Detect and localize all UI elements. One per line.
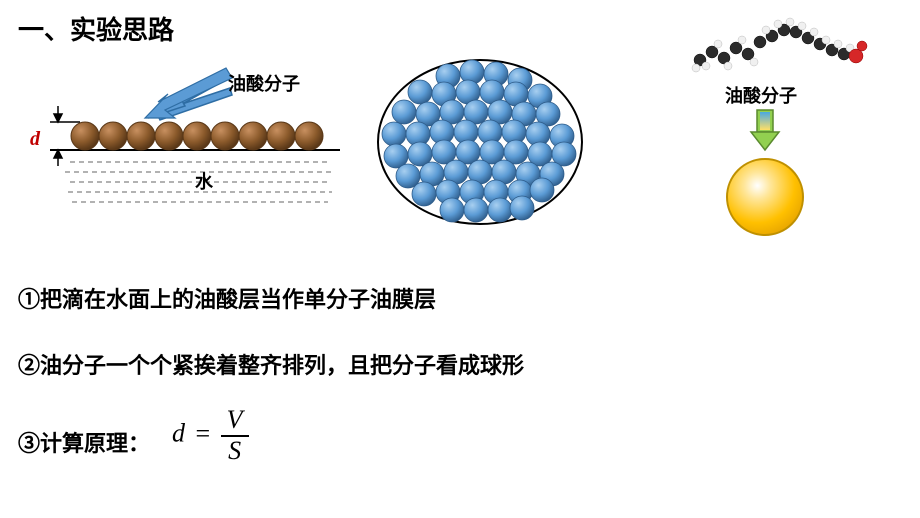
label-d: d (30, 128, 40, 151)
d-dimension (54, 106, 62, 166)
bullet-1: ①把滴在水面上的油酸层当作单分子油膜层 (18, 282, 436, 314)
down-arrow (745, 108, 785, 153)
formula-eq: = (192, 419, 215, 448)
section-heading: 一、实验思路 (18, 10, 174, 47)
sphere-row (71, 122, 323, 150)
formula-num: V (221, 406, 249, 437)
bullet-3-prefix: ③计算原理： (18, 426, 150, 458)
label-oleic-right: 油酸分子 (725, 82, 797, 108)
formula: d = V S (172, 406, 249, 465)
bullet-2: ②油分子一个个紧挨着整齐排列，且把分子看成球形 (18, 348, 524, 380)
orange-sphere (720, 152, 810, 242)
molecule-model (680, 10, 880, 80)
formula-den: S (221, 437, 249, 466)
label-water: 水 (195, 168, 213, 194)
formula-lhs: d (172, 419, 185, 448)
label-oleic-left: 油酸分子 (228, 70, 300, 96)
diagram-top-view (370, 52, 590, 232)
